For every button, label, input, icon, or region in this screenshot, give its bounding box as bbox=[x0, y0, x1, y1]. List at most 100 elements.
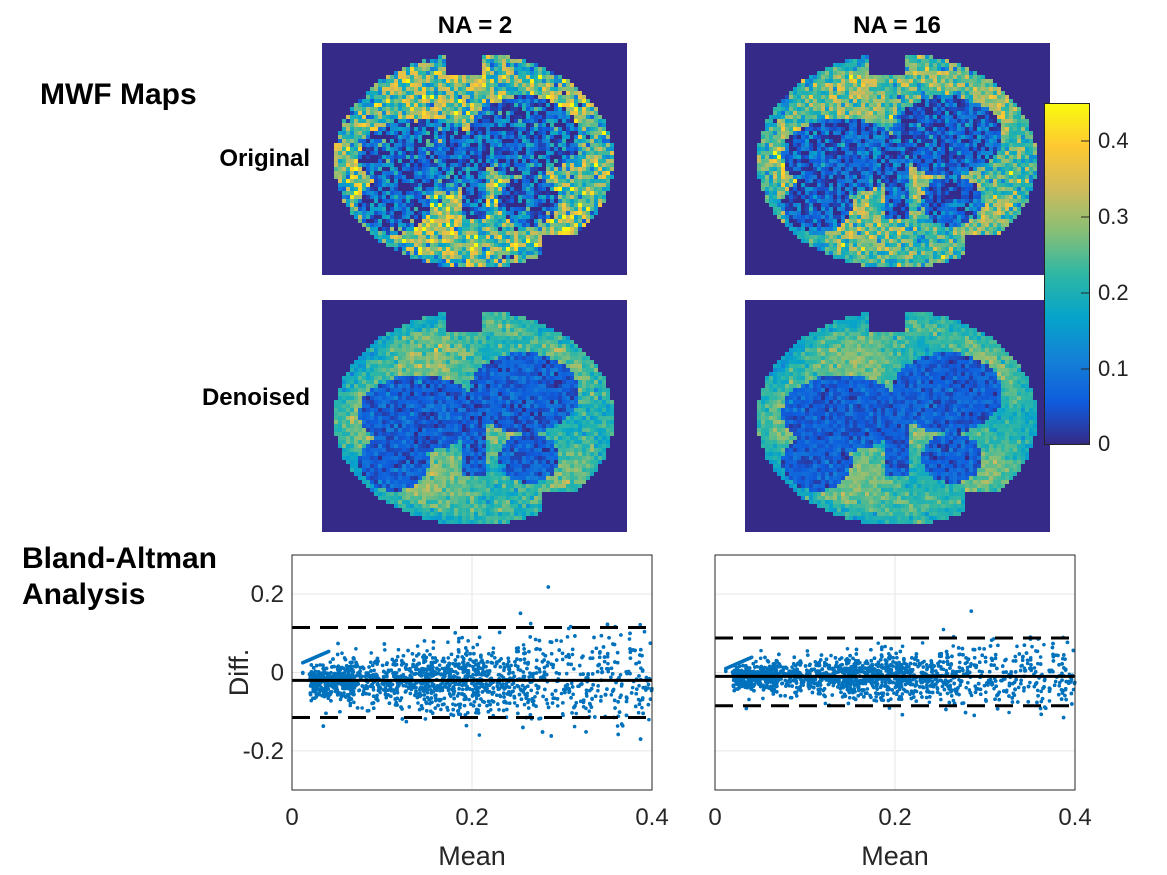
scatter-point bbox=[521, 690, 526, 694]
scatter-point bbox=[738, 679, 742, 684]
scatter-point bbox=[456, 709, 460, 713]
scatter-point bbox=[521, 725, 525, 730]
scatter-point bbox=[569, 681, 574, 686]
scatter-point bbox=[879, 653, 884, 657]
scatter-point bbox=[361, 689, 366, 694]
scatter-point bbox=[1016, 685, 1021, 690]
scatter-point bbox=[534, 647, 538, 651]
scatter-point bbox=[986, 683, 990, 687]
scatter-point bbox=[497, 707, 501, 712]
scatter-point bbox=[996, 643, 1000, 648]
scatter-point bbox=[1018, 668, 1023, 673]
scatter-point bbox=[489, 660, 494, 665]
scatter-point bbox=[572, 667, 576, 671]
scatter-point bbox=[325, 675, 329, 680]
scatter-point bbox=[589, 705, 594, 709]
scatter-point bbox=[516, 664, 520, 669]
scatter-point bbox=[329, 690, 334, 694]
scatter-point bbox=[1001, 670, 1006, 675]
scatter-point bbox=[422, 689, 427, 693]
scatter-point bbox=[956, 646, 961, 650]
scatter-point bbox=[931, 684, 936, 689]
scatter-point bbox=[947, 685, 952, 690]
scatter-point bbox=[908, 671, 912, 676]
colorbar-tick-label: 0.4 bbox=[1098, 128, 1129, 153]
scatter-point bbox=[1056, 653, 1060, 658]
scatter-point bbox=[522, 702, 527, 707]
scatter-point bbox=[966, 657, 971, 661]
scatter-point bbox=[988, 677, 993, 682]
scatter-point bbox=[471, 703, 476, 708]
scatter-point bbox=[871, 670, 875, 675]
scatter-point bbox=[514, 649, 519, 654]
scatter-point bbox=[819, 653, 824, 657]
scatter-point bbox=[590, 696, 594, 701]
colorbar-tick-label: 0.3 bbox=[1098, 204, 1129, 229]
scatter-point bbox=[369, 651, 374, 655]
scatter-point bbox=[618, 673, 623, 677]
scatter-point bbox=[903, 669, 908, 674]
scatter-point bbox=[599, 633, 604, 638]
scatter-point bbox=[468, 651, 472, 656]
scatter-point bbox=[367, 665, 371, 669]
scatter-point bbox=[752, 688, 756, 693]
scatter-point bbox=[536, 686, 540, 691]
scatter-point bbox=[1010, 696, 1015, 700]
scatter-point bbox=[617, 710, 622, 714]
scatter-point bbox=[375, 693, 379, 698]
column-title-na16: NA = 16 bbox=[853, 12, 941, 39]
scatter-point bbox=[420, 685, 424, 690]
scatter-point bbox=[596, 688, 600, 693]
scatter-point bbox=[545, 663, 550, 668]
scatter-point bbox=[852, 687, 857, 691]
scatter-point bbox=[534, 665, 539, 670]
scatter-point bbox=[395, 696, 399, 701]
scatter-point bbox=[967, 688, 972, 692]
scatter-point bbox=[407, 681, 411, 686]
scatter-point bbox=[639, 647, 643, 652]
scatter-point bbox=[993, 656, 998, 661]
scatter-point bbox=[561, 713, 565, 718]
scatter-point bbox=[335, 652, 340, 657]
scatter-point bbox=[599, 694, 603, 699]
scatter-point bbox=[395, 654, 400, 659]
scatter-point bbox=[602, 655, 607, 659]
scatter-point bbox=[534, 658, 539, 663]
scatter-point bbox=[482, 700, 486, 704]
scatter-point bbox=[783, 678, 788, 683]
scatter-point bbox=[538, 647, 542, 652]
scatter-point bbox=[852, 681, 856, 685]
scatter-point bbox=[499, 657, 503, 661]
scatter-point bbox=[431, 673, 435, 678]
scatter-point bbox=[596, 684, 600, 688]
scatter-point bbox=[638, 737, 643, 741]
scatter-point bbox=[447, 674, 452, 679]
scatter-point bbox=[332, 671, 337, 676]
scatter-point bbox=[479, 682, 484, 686]
scatter-point bbox=[522, 657, 527, 661]
scatter-point bbox=[593, 715, 597, 719]
scatter-point bbox=[570, 652, 575, 657]
scatter-point bbox=[945, 659, 950, 664]
scatter-point bbox=[789, 669, 793, 674]
scatter-point bbox=[853, 658, 858, 663]
scatter-point bbox=[446, 686, 451, 691]
scatter-point bbox=[1010, 681, 1015, 686]
scatter-point bbox=[1009, 670, 1014, 674]
scatter-point bbox=[382, 642, 387, 646]
scatter-point bbox=[443, 684, 447, 688]
scatter-point bbox=[501, 708, 506, 713]
scatter-point bbox=[918, 662, 922, 667]
scatter-point bbox=[790, 684, 794, 688]
scatter-point bbox=[925, 686, 929, 690]
scatter-point bbox=[460, 635, 464, 640]
scatter-point bbox=[1019, 678, 1023, 683]
scatter-point bbox=[833, 656, 838, 660]
scatter-point bbox=[856, 687, 861, 691]
bland-altman-label-line1: Bland-Altman bbox=[22, 542, 217, 575]
scatter-point bbox=[1051, 659, 1056, 663]
scatter-point bbox=[549, 734, 554, 738]
scatter-point bbox=[323, 691, 327, 695]
scatter-point bbox=[476, 685, 481, 690]
scatter-point bbox=[561, 701, 565, 705]
